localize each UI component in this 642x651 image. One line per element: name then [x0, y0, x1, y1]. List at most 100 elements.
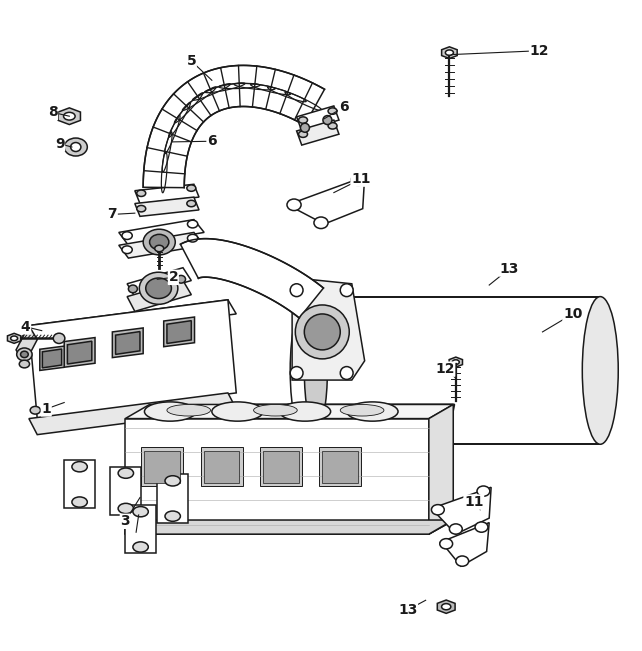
Ellipse shape	[475, 522, 488, 533]
Ellipse shape	[212, 402, 263, 421]
Text: 7: 7	[108, 208, 117, 221]
Text: 11: 11	[464, 495, 483, 509]
Text: 2: 2	[168, 270, 178, 284]
Polygon shape	[125, 520, 453, 534]
Polygon shape	[297, 106, 339, 131]
Polygon shape	[40, 346, 64, 370]
Ellipse shape	[146, 278, 171, 299]
Ellipse shape	[122, 232, 132, 240]
Polygon shape	[288, 176, 365, 224]
Ellipse shape	[453, 360, 459, 365]
Polygon shape	[8, 333, 21, 343]
Ellipse shape	[11, 336, 17, 340]
Polygon shape	[119, 232, 204, 258]
Polygon shape	[119, 219, 204, 245]
Ellipse shape	[582, 297, 618, 444]
Ellipse shape	[287, 199, 301, 210]
Text: 12: 12	[435, 362, 455, 376]
Polygon shape	[135, 184, 199, 204]
Ellipse shape	[118, 468, 134, 478]
Polygon shape	[16, 326, 37, 364]
Text: 6: 6	[207, 134, 216, 148]
Polygon shape	[64, 460, 95, 508]
Text: 1: 1	[41, 402, 51, 416]
Polygon shape	[319, 447, 361, 486]
Text: 8: 8	[48, 105, 58, 119]
Ellipse shape	[122, 246, 132, 254]
Polygon shape	[308, 297, 600, 444]
Ellipse shape	[340, 404, 384, 416]
Text: 10: 10	[563, 307, 582, 321]
Polygon shape	[180, 239, 324, 318]
Ellipse shape	[137, 206, 146, 212]
Text: 12: 12	[530, 44, 549, 58]
Polygon shape	[442, 47, 457, 59]
Ellipse shape	[477, 486, 490, 496]
Ellipse shape	[53, 333, 65, 344]
Ellipse shape	[456, 556, 469, 566]
Polygon shape	[112, 328, 143, 357]
Polygon shape	[449, 357, 462, 367]
Polygon shape	[110, 467, 141, 515]
Ellipse shape	[64, 113, 75, 120]
Polygon shape	[157, 475, 188, 523]
Polygon shape	[125, 404, 455, 534]
Ellipse shape	[279, 402, 331, 421]
Ellipse shape	[30, 406, 40, 414]
Ellipse shape	[187, 201, 196, 207]
Polygon shape	[125, 505, 156, 553]
Polygon shape	[204, 450, 239, 483]
Ellipse shape	[150, 234, 169, 250]
Polygon shape	[431, 488, 491, 534]
Polygon shape	[29, 300, 236, 419]
Polygon shape	[437, 600, 455, 613]
Polygon shape	[167, 321, 191, 344]
Ellipse shape	[347, 402, 398, 421]
Polygon shape	[143, 65, 325, 187]
Ellipse shape	[21, 351, 28, 357]
Ellipse shape	[177, 275, 186, 283]
Ellipse shape	[446, 50, 453, 55]
Text: 13: 13	[499, 262, 519, 276]
Polygon shape	[125, 520, 455, 534]
Polygon shape	[29, 300, 236, 340]
Polygon shape	[135, 197, 199, 216]
Ellipse shape	[72, 462, 87, 472]
Polygon shape	[141, 447, 183, 486]
Ellipse shape	[71, 143, 81, 152]
Ellipse shape	[351, 174, 365, 186]
Ellipse shape	[187, 185, 196, 191]
Ellipse shape	[304, 311, 327, 430]
Polygon shape	[260, 447, 302, 486]
Ellipse shape	[19, 360, 30, 368]
Polygon shape	[263, 450, 299, 483]
Text: 13: 13	[398, 603, 417, 617]
Text: 3: 3	[121, 514, 130, 529]
Polygon shape	[164, 317, 195, 347]
Ellipse shape	[304, 314, 340, 350]
Polygon shape	[322, 450, 358, 483]
Polygon shape	[292, 279, 365, 380]
Ellipse shape	[72, 497, 87, 507]
Polygon shape	[58, 108, 80, 124]
Ellipse shape	[449, 524, 462, 534]
Polygon shape	[116, 331, 140, 354]
Ellipse shape	[137, 190, 146, 197]
Ellipse shape	[314, 217, 328, 229]
Ellipse shape	[144, 402, 196, 421]
Ellipse shape	[165, 511, 180, 521]
Polygon shape	[29, 393, 236, 435]
Polygon shape	[64, 338, 95, 367]
Text: 9: 9	[55, 137, 64, 151]
Ellipse shape	[300, 123, 309, 132]
Ellipse shape	[328, 122, 337, 129]
Ellipse shape	[187, 234, 198, 242]
Ellipse shape	[167, 404, 211, 416]
Ellipse shape	[118, 503, 134, 514]
Text: 5: 5	[186, 54, 196, 68]
Polygon shape	[201, 447, 243, 486]
Polygon shape	[67, 341, 92, 364]
Ellipse shape	[290, 284, 303, 297]
Ellipse shape	[299, 117, 308, 123]
Polygon shape	[42, 349, 62, 368]
